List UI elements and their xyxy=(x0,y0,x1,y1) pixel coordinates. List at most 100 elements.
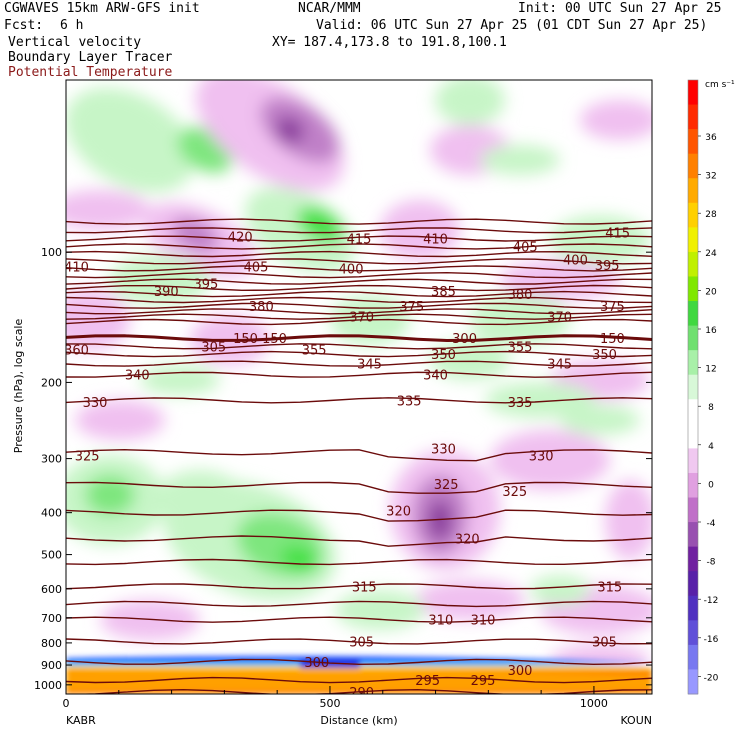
y-tick-label: 700 xyxy=(41,612,62,625)
field-boundary-layer-tracer: Boundary Layer Tracer xyxy=(8,50,173,65)
theta-isentrope xyxy=(66,558,652,566)
theta-isentrope xyxy=(66,600,652,608)
theta-label: 150 xyxy=(233,332,258,347)
theta-label: 370 xyxy=(547,311,572,326)
theta-label: 330 xyxy=(431,442,456,457)
velocity-blob xyxy=(66,87,195,193)
theta-label: 315 xyxy=(352,580,377,595)
theta-label: 350 xyxy=(592,348,617,363)
velocity-blob xyxy=(280,546,320,574)
velocity-blob xyxy=(380,200,460,260)
colorbar-label: 36 xyxy=(705,133,717,143)
init-time: Init: 00 UTC Sun 27 Apr 25 xyxy=(518,1,722,16)
colorbar-frame xyxy=(687,79,699,695)
colorbar-swatch xyxy=(688,522,698,548)
forecast-value: 6 h xyxy=(60,18,84,33)
theta-label: 325 xyxy=(434,478,459,493)
colorbar-label: 20 xyxy=(705,287,717,297)
theta-isentrope xyxy=(66,334,652,343)
colorbar-swatch xyxy=(688,202,698,228)
colorbar-swatch xyxy=(688,546,698,572)
velocity-blob xyxy=(275,116,305,144)
velocity-blob xyxy=(530,575,590,605)
theta-isentrope xyxy=(66,481,652,494)
y-tick-label: 800 xyxy=(41,637,62,650)
colorbar-label: 12 xyxy=(705,365,716,375)
theta-isentrope xyxy=(66,250,652,258)
velocity-blob xyxy=(85,475,135,515)
x-tick-label: 0 xyxy=(63,697,70,710)
theta-label: 410 xyxy=(64,261,89,276)
theta-label: 355 xyxy=(302,344,327,359)
theta-label: 300 xyxy=(452,332,477,347)
theta-label: 395 xyxy=(595,259,620,274)
colorbar-unit: cm s⁻¹ xyxy=(705,80,735,90)
velocity-blob xyxy=(605,480,652,560)
theta-label: 290 xyxy=(349,686,374,701)
xy-endpoints: XY= 187.4,173.8 to 191.8,100.1 xyxy=(272,35,507,50)
y-tick-label: 200 xyxy=(41,376,62,389)
theta-label: 400 xyxy=(563,254,588,269)
theta-label: 300 xyxy=(508,664,533,679)
velocity-blob xyxy=(415,580,525,620)
colorbar-swatch xyxy=(688,104,698,130)
theta-label: 295 xyxy=(415,674,440,689)
theta-label: 415 xyxy=(347,233,372,248)
velocity-blob xyxy=(580,100,652,140)
x-axis-label: Distance (km) xyxy=(320,714,397,727)
colorbar-swatch xyxy=(688,620,698,646)
colorbar-swatch xyxy=(688,178,698,204)
theta-label: 335 xyxy=(397,394,422,409)
theta-isentrope xyxy=(66,271,652,279)
theta-isentrope xyxy=(66,397,652,404)
tracer-band xyxy=(300,660,360,668)
theta-label: 355 xyxy=(508,340,533,355)
theta-isentrope xyxy=(66,638,652,645)
velocity-blob xyxy=(75,400,165,440)
theta-label: 320 xyxy=(455,533,480,548)
colorbar-swatch xyxy=(688,644,698,670)
colorbar-swatch xyxy=(688,374,698,400)
theta-label: 320 xyxy=(386,504,411,519)
field-potential-temperature: Potential Temperature xyxy=(8,65,173,80)
theta-label: 310 xyxy=(428,614,453,629)
theta-label: 380 xyxy=(508,288,533,303)
colorbar-swatch xyxy=(688,227,698,253)
theta-isentrope xyxy=(66,265,652,272)
theta-label: 390 xyxy=(154,285,179,300)
velocity-blob xyxy=(485,382,595,418)
velocity-blob xyxy=(490,430,610,490)
theta-label: 350 xyxy=(431,348,456,363)
y-tick-label: 400 xyxy=(41,507,62,520)
theta-isentrope xyxy=(66,227,652,234)
theta-label: 150 xyxy=(600,332,625,347)
colorbar-label: -8 xyxy=(707,558,716,568)
y-tick-label: 100 xyxy=(41,246,62,259)
theta-isentrope xyxy=(66,509,652,522)
colorbar-label: -12 xyxy=(704,596,719,606)
theta-isentrope xyxy=(66,371,652,378)
colorbar-swatch xyxy=(688,669,698,695)
colorbar-label: 16 xyxy=(705,326,717,336)
theta-isentrope xyxy=(66,616,652,623)
velocity-blob xyxy=(500,260,620,300)
theta-label: 335 xyxy=(508,396,533,411)
velocity-blob xyxy=(560,405,640,435)
right-endpoint-label: KOUN xyxy=(620,714,652,727)
theta-label: 340 xyxy=(125,369,150,384)
colorbar-swatch xyxy=(688,571,698,597)
x-tick-label: 1000 xyxy=(580,697,608,710)
theta-label: 310 xyxy=(471,614,496,629)
tracer-band xyxy=(66,669,652,690)
theta-label: 345 xyxy=(547,358,572,373)
theta-label: 325 xyxy=(502,485,527,500)
velocity-blob xyxy=(335,590,425,630)
colorbar-swatch xyxy=(688,325,698,351)
theta-isentrope xyxy=(66,318,652,326)
colorbar-label: 0 xyxy=(708,480,714,490)
colorbar-swatch xyxy=(688,153,698,179)
theta-isentrope xyxy=(66,278,652,285)
colorbar-swatch xyxy=(688,80,698,106)
